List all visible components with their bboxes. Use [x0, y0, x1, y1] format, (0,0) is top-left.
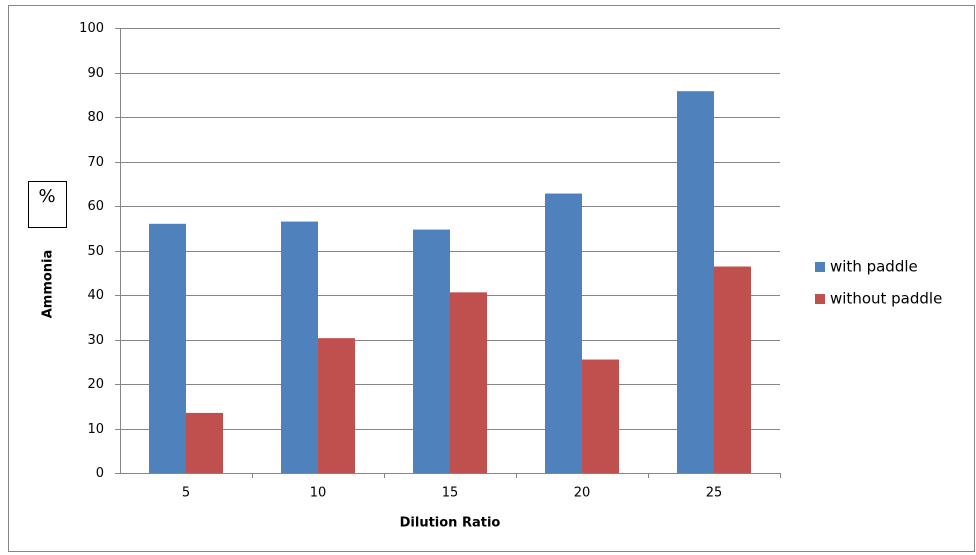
legend-swatch — [815, 294, 825, 304]
x-tick-label: 15 — [442, 486, 459, 501]
legend-label: without paddle — [830, 290, 942, 308]
annotation: % — [38, 186, 55, 207]
bar — [582, 359, 619, 473]
y-tick-label: 40 — [87, 288, 104, 303]
y-tick-label: 0 — [96, 466, 104, 481]
x-axis-label: Dilution Ratio — [400, 516, 501, 531]
x-tick-label: 25 — [706, 486, 723, 501]
legend-label: with paddle — [830, 258, 918, 276]
y-tick-label: 20 — [87, 377, 104, 392]
y-tick-label: 50 — [87, 244, 104, 259]
bar — [281, 221, 318, 473]
x-tick-label: 10 — [310, 486, 327, 501]
bar — [318, 338, 355, 473]
y-tick-label: 80 — [87, 110, 104, 125]
bar — [545, 193, 582, 474]
x-tick-label: 20 — [574, 486, 591, 501]
bar — [714, 266, 751, 473]
bar — [149, 223, 186, 473]
y-tick-label: 70 — [87, 155, 104, 170]
annotation-box — [28, 181, 67, 228]
y-tick-label: 10 — [87, 422, 104, 437]
bar — [677, 91, 714, 473]
y-tick-label: 100 — [79, 21, 104, 36]
bar — [413, 229, 450, 473]
y-tick-label: 30 — [87, 333, 104, 348]
x-tick-label: 5 — [182, 486, 190, 501]
y-axis-label: Ammonia — [41, 250, 56, 319]
bar — [186, 412, 223, 473]
y-tick-label: 60 — [87, 199, 104, 214]
legend-swatch — [815, 262, 825, 272]
y-tick-label: 90 — [87, 66, 104, 81]
bar — [450, 292, 487, 473]
